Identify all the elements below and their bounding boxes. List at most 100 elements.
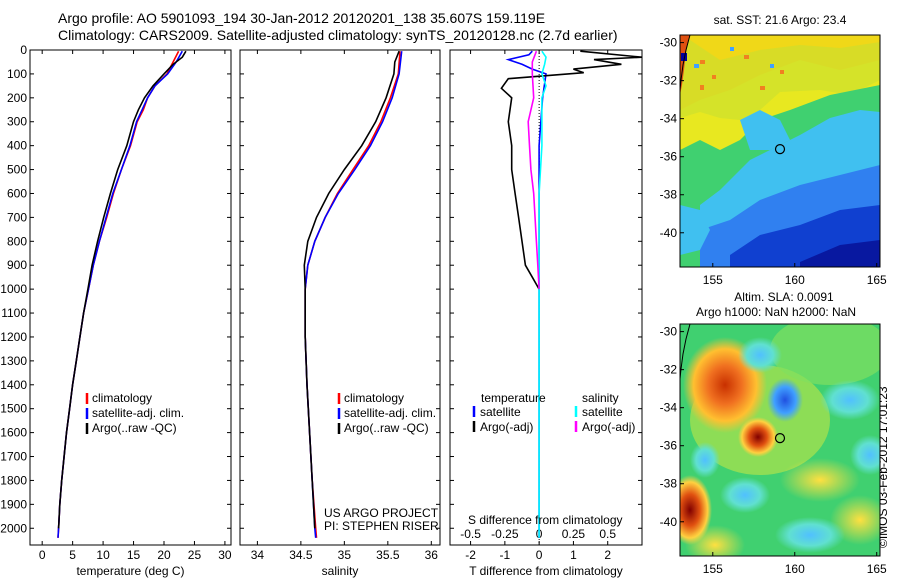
pi-annotation: PI: STEPHEN RISER	[324, 519, 439, 533]
depth-tick-label: 1800	[0, 473, 27, 487]
s-difference-label: S difference from climatology	[468, 513, 623, 527]
argo-position-marker	[774, 432, 786, 444]
series-line-argo--adj-	[500, 50, 643, 290]
map-y-tick-label: -30	[660, 325, 678, 339]
sla-map-title-line1: Altim. SLA: 0.0091	[734, 290, 834, 304]
legend-label-satellite: satellite-adj. clim.	[344, 406, 436, 420]
argo-position-marker	[774, 143, 786, 155]
depth-tick-label: 2000	[0, 521, 27, 535]
map-y-tick-label: -36	[660, 150, 678, 164]
difference-plot: -2 -1 0 1 2 T difference from climatology -0.5…	[450, 49, 643, 578]
x-axis-label: salinity	[322, 564, 359, 578]
map-y-tick-label: -36	[660, 439, 678, 453]
x-tick-label: 25	[188, 548, 202, 562]
legend-title-salinity: salinity	[582, 391, 619, 405]
depth-tick-label: 800	[7, 234, 27, 248]
x-tick-label: 20	[157, 548, 171, 562]
sst-map-title: sat. SST: 21.6 Argo: 23.4	[714, 13, 847, 27]
map-x-tick-label: 155	[703, 273, 723, 287]
depth-tick-label: 400	[7, 139, 27, 153]
series-line-argo---raw--qc-	[57, 50, 187, 529]
depth-tick-label: 500	[7, 163, 27, 177]
map-y-tick-label: -40	[660, 226, 678, 240]
x-tick-label: 36	[425, 548, 439, 562]
salinity-plot: 34 34.5 35 35.5 36 salinity	[240, 49, 440, 578]
legend-label-sat-sal: satellite	[582, 405, 623, 419]
map-y-tick-label: -38	[660, 188, 678, 202]
map-x-tick-label: 165	[867, 562, 887, 576]
coastline	[679, 323, 691, 380]
x-axis-label: T difference from climatology	[469, 564, 623, 578]
x-tick-label: -1	[500, 548, 511, 562]
legend-label-argo-temp: Argo(-adj)	[480, 420, 533, 434]
map-x-tick-label: 160	[785, 562, 805, 576]
map-x-tick-label: 155	[703, 562, 723, 576]
depth-tick-label: 200	[7, 91, 27, 105]
sst-heatmap	[680, 35, 880, 267]
map-y-tick-label: -32	[660, 363, 678, 377]
s-tick-label: 0.25	[562, 527, 586, 541]
depth-axis: 0 100 200 300 400 500 600 700 800 900 1000 1100 1200…	[0, 43, 27, 535]
map-y-tick-label: -30	[660, 36, 678, 50]
difference-panel	[449, 49, 643, 546]
s-tick-label: -0.5	[460, 527, 481, 541]
sla-map-axes: 155 160 165 -30 -32 -34 -36 -38 -40	[660, 323, 887, 576]
x-tick-label: 5	[69, 548, 76, 562]
project-annotation: US ARGO PROJECT	[324, 506, 439, 520]
legend-label-argo: Argo(..raw -QC)	[92, 421, 177, 435]
map-x-tick-label: 165	[867, 273, 887, 287]
depth-tick-label: 100	[7, 67, 27, 81]
sst-map-frame	[679, 34, 881, 268]
depth-tick-label: 1700	[0, 450, 27, 464]
map-y-tick-label: -34	[660, 112, 678, 126]
s-tick-label: 0.5	[599, 527, 616, 541]
x-axis-label: temperature (deg C)	[76, 564, 184, 578]
difference-legend: temperature salinity satellite Argo(-adj…	[468, 391, 635, 527]
chart-title-line2: Climatology: CARS2009. Satellite-adjuste…	[58, 27, 618, 43]
depth-tick-label: 900	[7, 258, 27, 272]
map-x-tick-label: 160	[785, 273, 805, 287]
depth-tick-label: 0	[20, 43, 27, 57]
depth-tick-label: 1400	[0, 378, 27, 392]
s-tick-label: -0.25	[491, 527, 519, 541]
legend-label-sat-temp: satellite	[480, 405, 521, 419]
x-tick-label: 0	[536, 548, 543, 562]
map-y-tick-label: -32	[660, 74, 678, 88]
map-y-tick-label: -38	[660, 477, 678, 491]
depth-tick-label: 600	[7, 186, 27, 200]
depth-tick-label: 1500	[0, 402, 27, 416]
depth-tick-label: 1200	[0, 330, 27, 344]
depth-tick-label: 1000	[0, 282, 27, 296]
depth-tick-label: 1600	[0, 426, 27, 440]
map-y-tick-label: -34	[660, 401, 678, 415]
x-tick-label: -2	[465, 548, 476, 562]
series-line-argo---raw--qc-	[303, 50, 400, 529]
legend-label-satellite: satellite-adj. clim.	[92, 406, 184, 420]
legend-label-climatology: climatology	[344, 391, 404, 405]
legend-label-argo: Argo(..raw -QC)	[344, 421, 429, 435]
x-tick-label: 34.5	[289, 548, 313, 562]
legend-label-argo-sal: Argo(-adj)	[582, 420, 635, 434]
x-tick-label: 35	[338, 548, 352, 562]
salinity-legend: climatology satellite-adj. clim. Argo(..…	[324, 391, 439, 533]
temperature-panel	[29, 49, 232, 546]
salinity-panel	[239, 49, 441, 546]
x-tick-label: 1	[570, 548, 577, 562]
sst-map-axes: 155 160 165 -30 -32 -34 -36 -38 -40	[660, 34, 887, 287]
map-y-tick-label: -40	[660, 515, 678, 529]
series-line-argo--adj-	[527, 50, 540, 290]
x-tick-label: 2	[604, 548, 611, 562]
series-line-satellite	[538, 50, 547, 538]
temperature-legend: climatology satellite-adj. clim. Argo(..…	[85, 391, 184, 435]
depth-tick-label: 1900	[0, 497, 27, 511]
x-tick-label: 15	[127, 548, 141, 562]
x-tick-label: 10	[96, 548, 110, 562]
sla-map-frame	[679, 323, 881, 557]
sla-map-title-line2: Argo h1000: NaN h2000: NaN	[696, 305, 856, 319]
x-tick-label: 34	[251, 548, 265, 562]
depth-tick-label: 1100	[1, 306, 27, 320]
depth-tick-label: 700	[7, 210, 27, 224]
x-tick-label: 35.5	[376, 548, 400, 562]
x-tick-label: 30	[218, 548, 232, 562]
